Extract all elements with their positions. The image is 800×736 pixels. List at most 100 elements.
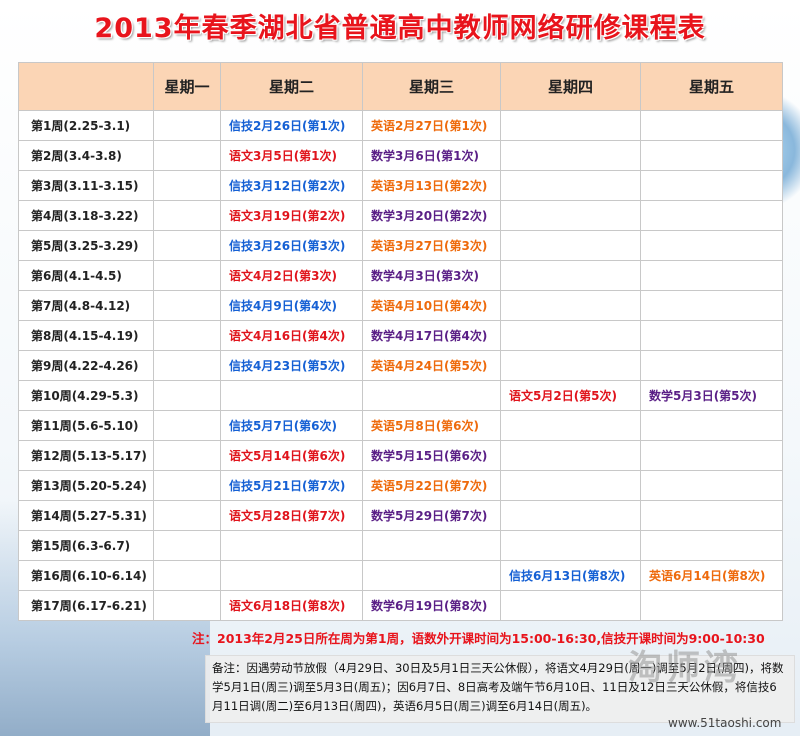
course-cell: 数学5月3日(第5次) — [640, 380, 783, 411]
week-cell: 第12周(5.13-5.17) — [18, 440, 154, 471]
week-cell: 第9周(4.22-4.26) — [18, 350, 154, 381]
course-text: 信技6月13日(第8次) — [509, 569, 626, 583]
course-cell — [362, 380, 501, 411]
note: 注：2013年2月25日所在周为第1周，语数外开课时间为15:00-16:30,… — [192, 631, 765, 646]
column-header: 星期二 — [220, 62, 363, 111]
course-text: 数学4月3日(第3次) — [371, 269, 480, 283]
course-cell — [500, 350, 641, 381]
course-cell: 语文5月2日(第5次) — [500, 380, 641, 411]
table-row: 第17周(6.17-6.21) 语文6月18日(第8次) 数学6月19日(第8次) — [18, 590, 783, 621]
course-text: 信技4月23日(第5次) — [229, 359, 346, 373]
course-cell: 英语2月27日(第1次) — [362, 110, 501, 141]
course-cell — [153, 110, 221, 141]
course-cell — [640, 260, 783, 291]
course-cell: 数学5月15日(第6次) — [362, 440, 501, 471]
course-cell — [153, 170, 221, 201]
course-text: 语文5月2日(第5次) — [509, 389, 618, 403]
course-cell: 英语4月10日(第4次) — [362, 290, 501, 321]
table-row: 第16周(6.10-6.14) 信技6月13日(第8次) 英语6月14日(第8次) — [18, 560, 783, 591]
course-cell — [153, 350, 221, 381]
course-cell: 英语3月27日(第3次) — [362, 230, 501, 261]
course-cell: 信技2月26日(第1次) — [220, 110, 363, 141]
course-text: 数学5月15日(第6次) — [371, 449, 488, 463]
table-row: 第8周(4.15-4.19) 语文4月16日(第4次) 数学4月17日(第4次) — [18, 320, 783, 351]
table-row: 第14周(5.27-5.31) 语文5月28日(第7次) 数学5月29日(第7次) — [18, 500, 783, 531]
course-cell: 数学3月6日(第1次) — [362, 140, 501, 171]
course-text: 语文4月16日(第4次) — [229, 329, 346, 343]
course-text: 数学5月29日(第7次) — [371, 509, 488, 523]
course-text: 语文3月5日(第1次) — [229, 149, 338, 163]
week-cell: 第8周(4.15-4.19) — [18, 320, 154, 351]
course-text: 语文4月2日(第3次) — [229, 269, 338, 283]
course-cell — [640, 350, 783, 381]
course-cell — [640, 440, 783, 471]
course-cell — [500, 290, 641, 321]
course-text: 英语4月10日(第4次) — [371, 299, 488, 313]
course-cell: 信技4月23日(第5次) — [220, 350, 363, 381]
table-row: 第7周(4.8-4.12) 信技4月9日(第4次) 英语4月10日(第4次) — [18, 290, 783, 321]
course-text: 英语5月22日(第7次) — [371, 479, 488, 493]
course-cell — [640, 410, 783, 441]
course-text: 数学3月6日(第1次) — [371, 149, 480, 163]
course-cell — [153, 500, 221, 531]
course-text: 英语6月14日(第8次) — [649, 569, 766, 583]
course-text: 信技3月26日(第3次) — [229, 239, 346, 253]
course-cell — [500, 410, 641, 441]
course-cell: 数学5月29日(第7次) — [362, 500, 501, 531]
course-text: 数学6月19日(第8次) — [371, 599, 488, 613]
week-cell: 第11周(5.6-5.10) — [18, 410, 154, 441]
course-text: 语文6月18日(第8次) — [229, 599, 346, 613]
course-text: 语文3月19日(第2次) — [229, 209, 346, 223]
course-cell — [153, 590, 221, 621]
week-cell: 第17周(6.17-6.21) — [18, 590, 154, 621]
table-row: 第11周(5.6-5.10) 信技5月7日(第6次) 英语5月8日(第6次) — [18, 410, 783, 441]
course-cell — [153, 440, 221, 471]
week-cell: 第1周(2.25-3.1) — [18, 110, 154, 141]
course-cell — [362, 560, 501, 591]
course-text: 信技5月21日(第7次) — [229, 479, 346, 493]
course-text: 英语3月27日(第3次) — [371, 239, 488, 253]
course-cell — [640, 170, 783, 201]
course-cell — [500, 320, 641, 351]
course-cell: 英语3月13日(第2次) — [362, 170, 501, 201]
course-cell — [500, 110, 641, 141]
table-row: 第4周(3.18-3.22) 语文3月19日(第2次) 数学3月20日(第2次) — [18, 200, 783, 231]
course-text: 语文5月28日(第7次) — [229, 509, 346, 523]
course-cell — [640, 110, 783, 141]
course-cell: 语文6月18日(第8次) — [220, 590, 363, 621]
course-cell — [500, 260, 641, 291]
course-cell: 语文3月19日(第2次) — [220, 200, 363, 231]
course-text: 英语3月13日(第2次) — [371, 179, 488, 193]
course-cell — [500, 500, 641, 531]
course-text: 信技4月9日(第4次) — [229, 299, 338, 313]
week-cell: 第3周(3.11-3.15) — [18, 170, 154, 201]
course-cell: 语文5月14日(第6次) — [220, 440, 363, 471]
course-cell — [640, 290, 783, 321]
table-row: 第9周(4.22-4.26) 信技4月23日(第5次) 英语4月24日(第5次) — [18, 350, 783, 381]
table-row: 第3周(3.11-3.15) 信技3月12日(第2次) 英语3月13日(第2次) — [18, 170, 783, 201]
course-text: 数学4月17日(第4次) — [371, 329, 488, 343]
url: www.51taoshi.com — [668, 716, 782, 730]
course-cell — [640, 230, 783, 261]
course-cell — [153, 410, 221, 441]
course-cell — [220, 530, 363, 561]
course-cell — [500, 470, 641, 501]
course-cell — [220, 560, 363, 591]
remark: 备注：因遇劳动节放假（4月29日、30日及5月1日三天公休假），将语文4月29日… — [205, 655, 795, 723]
week-cell: 第14周(5.27-5.31) — [18, 500, 154, 531]
course-cell — [640, 320, 783, 351]
course-cell: 信技3月26日(第3次) — [220, 230, 363, 261]
table-row: 第2周(3.4-3.8) 语文3月5日(第1次) 数学3月6日(第1次) — [18, 140, 783, 171]
course-cell: 语文5月28日(第7次) — [220, 500, 363, 531]
course-cell: 信技5月7日(第6次) — [220, 410, 363, 441]
week-cell: 第13周(5.20-5.24) — [18, 470, 154, 501]
course-cell — [153, 260, 221, 291]
course-text: 语文5月14日(第6次) — [229, 449, 346, 463]
course-cell: 信技4月9日(第4次) — [220, 290, 363, 321]
course-cell — [500, 230, 641, 261]
course-text: 信技2月26日(第1次) — [229, 119, 346, 133]
page-title: 2013年春季湖北省普通高中教师网络研修课程表 — [94, 13, 706, 44]
course-cell: 信技6月13日(第8次) — [500, 560, 641, 591]
column-header: 星期三 — [362, 62, 501, 111]
